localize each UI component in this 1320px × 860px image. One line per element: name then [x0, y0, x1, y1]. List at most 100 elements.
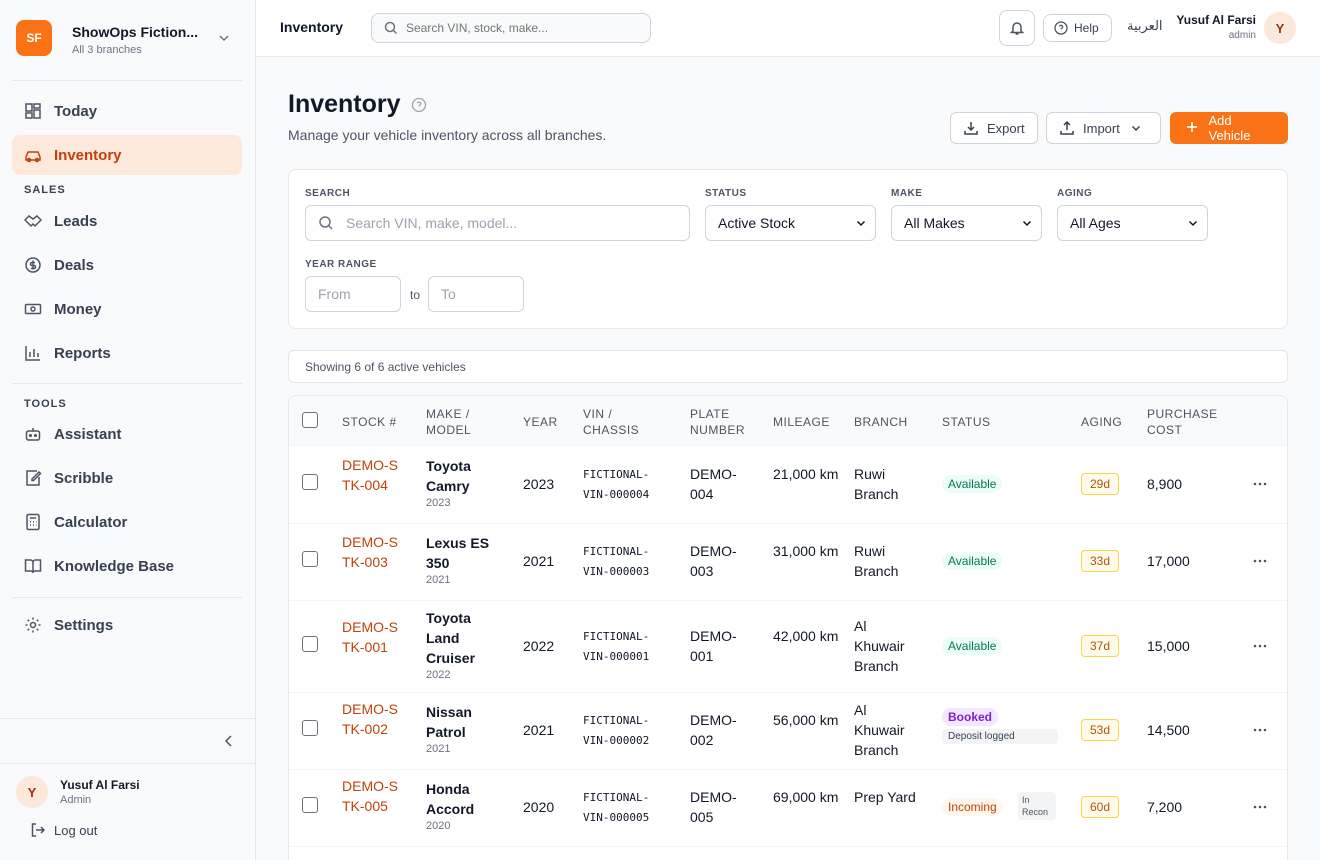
table-row[interactable]: DEMO-STK-001 Toyota Land Cruiser 2022 20…: [289, 601, 1287, 693]
divider: [0, 718, 256, 719]
nav-knowledge-base[interactable]: Knowledge Base: [12, 546, 242, 586]
results-count: Showing 6 of 6 active vehicles: [288, 350, 1288, 383]
row-checkbox[interactable]: [302, 636, 318, 652]
col-year[interactable]: YEAR: [523, 415, 558, 429]
book-open-icon: [24, 557, 42, 575]
global-search[interactable]: [371, 13, 651, 43]
add-vehicle-label: Add Vehicle: [1208, 113, 1251, 143]
stock-link[interactable]: DEMO-STK-003: [342, 534, 398, 570]
search-filter[interactable]: [305, 205, 690, 241]
collapse-sidebar-icon[interactable]: [220, 732, 238, 750]
stock-link[interactable]: DEMO-STK-004: [342, 457, 398, 493]
purchase-cost: 15,000: [1147, 638, 1190, 654]
search-filter-input[interactable]: [346, 215, 677, 231]
purchase-cost: 7,200: [1147, 799, 1183, 815]
nav-deals[interactable]: Deals: [12, 245, 242, 285]
chevron-down-icon: [1130, 122, 1142, 134]
select-all-checkbox[interactable]: [302, 412, 318, 428]
dashboard-icon: [24, 102, 42, 120]
nav-leads[interactable]: Leads: [12, 201, 242, 241]
year-from-input[interactable]: [318, 286, 388, 302]
import-button[interactable]: Import: [1046, 112, 1161, 144]
row-checkbox[interactable]: [302, 720, 318, 736]
branch: Ruwi Branch: [854, 466, 899, 502]
export-button[interactable]: Export: [950, 112, 1038, 144]
more-options-icon[interactable]: [1251, 637, 1269, 655]
nav-reports[interactable]: Reports: [12, 333, 242, 373]
nav-settings[interactable]: Settings: [12, 605, 242, 645]
status-badge-label: Incoming: [942, 798, 1003, 816]
year-to-input[interactable]: [441, 286, 511, 302]
status-note: Deposit logged: [942, 729, 1058, 744]
row-checkbox[interactable]: [302, 474, 318, 490]
nav-section-sales: SALES: [24, 184, 66, 196]
banknote-icon: [24, 300, 42, 318]
model-year: 2023: [426, 497, 451, 509]
nav-inventory[interactable]: Inventory: [12, 135, 242, 175]
col-branch[interactable]: BRANCH: [854, 415, 908, 429]
table-row[interactable]: DEMO-STK-002 Nissan Patrol 2021 2021 FIC…: [289, 693, 1287, 770]
help-button[interactable]: Help: [1043, 14, 1112, 42]
col-plate[interactable]: PLATE NUMBER: [690, 406, 745, 438]
logout-label: Log out: [54, 822, 98, 838]
nav-today[interactable]: Today: [12, 91, 242, 131]
aging-badge: 29d: [1081, 473, 1120, 495]
row-checkbox[interactable]: [302, 797, 318, 813]
bell-icon: [1009, 20, 1025, 36]
language-toggle[interactable]: العربية: [1127, 19, 1163, 34]
question-circle-icon[interactable]: [411, 97, 427, 113]
model-year: 2021: [426, 574, 451, 586]
col-mileage[interactable]: MILEAGE: [773, 415, 830, 429]
col-aging[interactable]: AGING: [1081, 415, 1123, 429]
bot-icon: [24, 425, 42, 443]
nav-knowledge-base-label: Knowledge Base: [54, 557, 175, 575]
col-stock[interactable]: STOCK #: [342, 415, 397, 429]
year-to-field[interactable]: [428, 276, 524, 312]
status-badge-label: Available: [942, 552, 1003, 570]
more-options-icon[interactable]: [1251, 798, 1269, 816]
add-vehicle-button[interactable]: Add Vehicle: [1170, 112, 1288, 144]
stock-link[interactable]: DEMO-STK-002: [342, 701, 398, 737]
global-search-input[interactable]: [406, 21, 636, 35]
nav-money[interactable]: Money: [12, 289, 242, 329]
help-label: Help: [1074, 21, 1099, 35]
table-row[interactable]: DEMO-STK-003 Lexus ES 350 2021 2021 FICT…: [289, 524, 1287, 601]
user-avatar[interactable]: Y: [1264, 12, 1296, 44]
stock-link[interactable]: DEMO-STK-001: [342, 619, 398, 655]
aging-badge: 37d: [1081, 635, 1120, 657]
more-options-icon[interactable]: [1251, 552, 1269, 570]
aging-badge: 53d: [1081, 719, 1120, 741]
more-options-icon[interactable]: [1251, 721, 1269, 739]
nav-today-label: Today: [54, 102, 98, 120]
nav-calculator[interactable]: Calculator: [12, 502, 242, 542]
aging-badge: 60d: [1081, 796, 1120, 818]
divider: [12, 597, 242, 598]
nav-scribble[interactable]: Scribble: [12, 458, 242, 498]
status-badge-label: Available: [942, 637, 1003, 655]
stock-link[interactable]: DEMO-STK-005: [342, 778, 398, 814]
org-switcher[interactable]: SF ShowOps Fiction... All 3 branches: [16, 20, 240, 58]
aging-select[interactable]: All Ages: [1057, 205, 1208, 241]
aging-badge-label: 29d: [1081, 473, 1120, 495]
table-row[interactable]: DEMO-STK-004 Toyota Camry 2023 2023 FICT…: [289, 447, 1287, 524]
col-make-model[interactable]: MAKE / MODEL: [426, 406, 471, 438]
edit-note-icon: [24, 469, 42, 487]
filters-panel: SEARCH STATUS Active Stock MAKE All Make…: [288, 169, 1288, 329]
logout-button[interactable]: Log out: [30, 822, 97, 838]
nav-assistant-label: Assistant: [54, 425, 122, 443]
page-title: Inventory: [288, 90, 427, 119]
col-vin-line2: CHASSIS: [583, 423, 640, 437]
table-row[interactable]: DEMO-STK-005 Honda Accord 2020 2020 FICT…: [289, 770, 1287, 847]
make-select[interactable]: All Makes: [891, 205, 1042, 241]
col-purchase-cost[interactable]: PURCHASE COST: [1147, 406, 1218, 438]
more-options-icon[interactable]: [1251, 475, 1269, 493]
bar-chart-icon: [24, 344, 42, 362]
col-vin[interactable]: VIN / CHASSIS: [583, 406, 639, 438]
status-select[interactable]: Active Stock: [705, 205, 876, 241]
year-from-field[interactable]: [305, 276, 401, 312]
notifications-button[interactable]: [999, 10, 1035, 46]
vin: FICTIONAL-VIN-000004: [583, 468, 650, 501]
row-checkbox[interactable]: [302, 551, 318, 567]
nav-assistant[interactable]: Assistant: [12, 414, 242, 454]
col-status[interactable]: STATUS: [942, 415, 991, 429]
